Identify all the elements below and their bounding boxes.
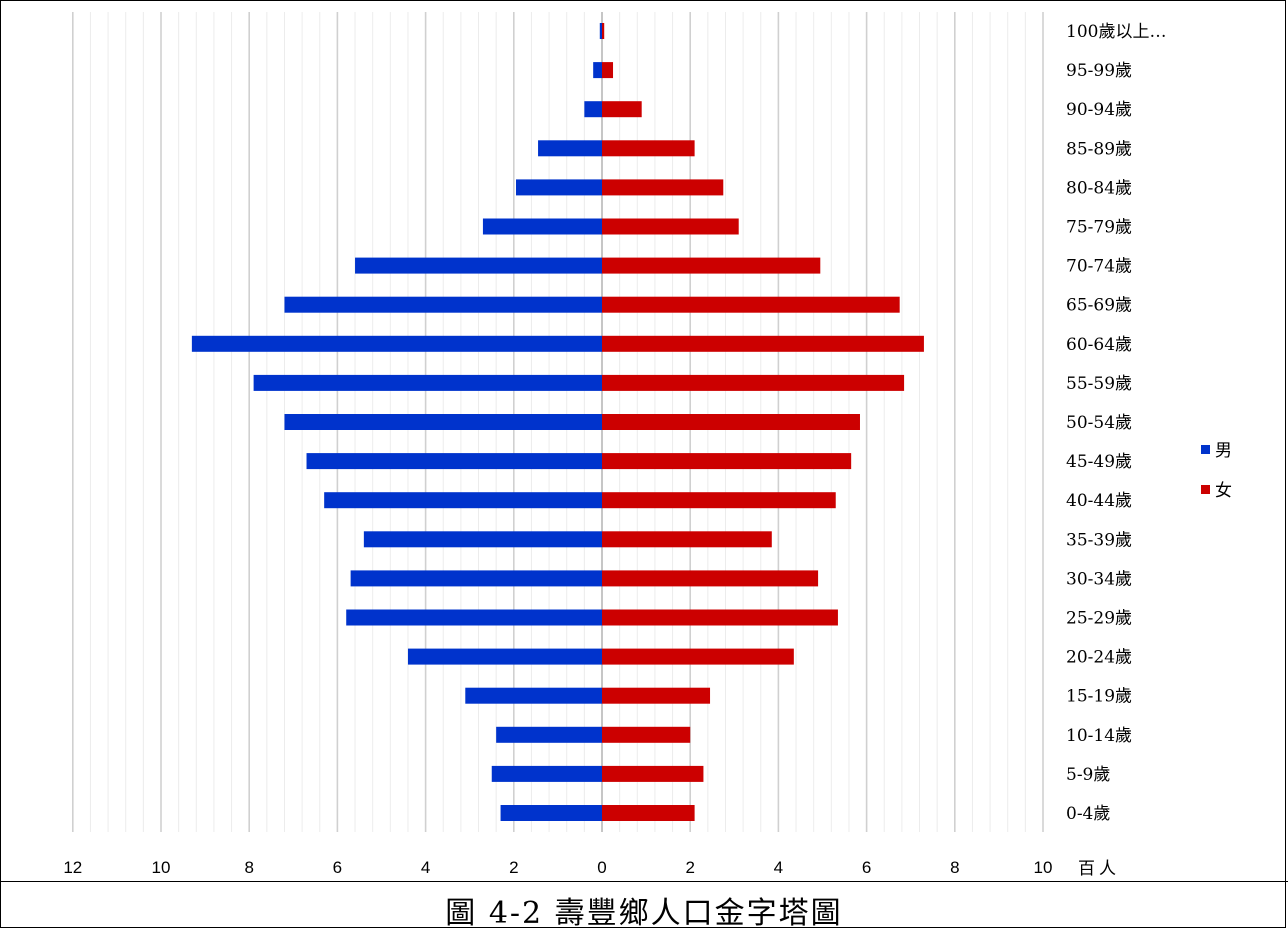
x-tick-label: 10 — [1034, 858, 1053, 877]
category-label: 60-64歲 — [1066, 335, 1132, 355]
x-tick-label: 8 — [950, 858, 959, 877]
bar-male — [584, 101, 602, 118]
caption-row: 圖 4-2 壽豐鄉人口金字塔圖 — [0, 881, 1288, 931]
bar-male — [355, 257, 602, 274]
x-tick-label: 2 — [509, 858, 518, 877]
category-label: 40-44歲 — [1066, 491, 1132, 511]
bar-female — [602, 101, 642, 118]
category-label: 90-94歲 — [1066, 100, 1132, 120]
bar-female — [602, 726, 691, 743]
figure-caption: 圖 4-2 壽豐鄉人口金字塔圖 — [445, 896, 843, 931]
category-label: 100歲以上… — [1066, 22, 1166, 42]
legend-swatch — [1201, 485, 1210, 494]
x-tick-label: 6 — [333, 858, 342, 877]
category-label: 35-39歲 — [1066, 530, 1132, 550]
bar-female — [602, 648, 794, 665]
category-label: 0-4歲 — [1066, 804, 1110, 824]
bar-male — [593, 62, 602, 79]
bar-female — [602, 453, 852, 470]
category-label: 55-59歲 — [1066, 374, 1132, 394]
category-label: 70-74歲 — [1066, 257, 1132, 277]
bar-male — [482, 218, 602, 235]
bar-female — [602, 257, 821, 274]
bar-male — [496, 726, 602, 743]
category-label: 85-89歲 — [1066, 139, 1132, 159]
bar-male — [324, 492, 602, 509]
legend-swatch — [1201, 445, 1210, 454]
x-tick-label: 12 — [63, 858, 82, 877]
legend-label: 女 — [1215, 481, 1232, 501]
category-label: 50-54歲 — [1066, 413, 1132, 433]
bar-male — [284, 296, 602, 313]
bar-male — [465, 687, 602, 704]
category-label: 95-99歲 — [1066, 61, 1132, 81]
bar-female — [602, 687, 711, 704]
bar-female — [602, 492, 836, 509]
x-tick-label: 8 — [244, 858, 253, 877]
bar-female — [602, 765, 704, 782]
x-tick-label: 4 — [774, 858, 783, 877]
category-label: 25-29歲 — [1066, 609, 1132, 629]
bar-female — [602, 23, 605, 39]
category-label: 20-24歲 — [1066, 648, 1132, 668]
bar-female — [602, 531, 772, 548]
bar-male — [284, 414, 602, 430]
bar-male — [306, 453, 602, 470]
population-pyramid-chart: 0-4歲 5-9歲 10-14歲 15-19歲 20-24歲 25-29歲 30-34歲 35… — [63, 12, 1232, 879]
category-label: 30-34歲 — [1066, 569, 1132, 589]
bar-female — [602, 140, 695, 157]
category-label: 45-49歲 — [1066, 452, 1132, 472]
bar-male — [491, 765, 602, 782]
x-tick-label: 2 — [685, 858, 694, 877]
bar-male — [500, 805, 602, 821]
bar-female — [602, 570, 819, 587]
x-tick-label: 4 — [421, 858, 430, 877]
x-unit-label: 百人 — [1078, 859, 1120, 879]
x-tick-label: 10 — [152, 858, 171, 877]
bar-female — [602, 218, 739, 235]
legend-label: 男 — [1215, 441, 1232, 461]
x-tick-label: 0 — [597, 858, 606, 877]
category-label: 10-14歲 — [1066, 726, 1132, 746]
category-label: 5-9歲 — [1066, 765, 1110, 785]
bar-male — [191, 335, 602, 352]
bar-male — [407, 648, 602, 665]
category-label: 65-69歲 — [1066, 296, 1132, 316]
bar-male — [346, 609, 602, 626]
bar-female — [602, 609, 838, 626]
bar-female — [602, 335, 924, 352]
category-label: 80-84歲 — [1066, 178, 1132, 198]
category-label: 75-79歲 — [1066, 218, 1132, 238]
bar-female — [602, 179, 724, 196]
category-label: 15-19歲 — [1066, 687, 1132, 707]
bar-male — [599, 23, 602, 39]
x-tick-label: 6 — [862, 858, 871, 877]
bar-male — [350, 570, 602, 587]
bar-female — [602, 296, 900, 313]
bar-male — [253, 374, 603, 391]
bar-female — [602, 62, 614, 79]
bar-male — [516, 179, 602, 196]
bar-male — [538, 140, 602, 157]
bar-male — [363, 531, 602, 548]
bar-female — [602, 414, 860, 430]
bar-female — [602, 374, 905, 391]
bar-female — [602, 805, 695, 821]
